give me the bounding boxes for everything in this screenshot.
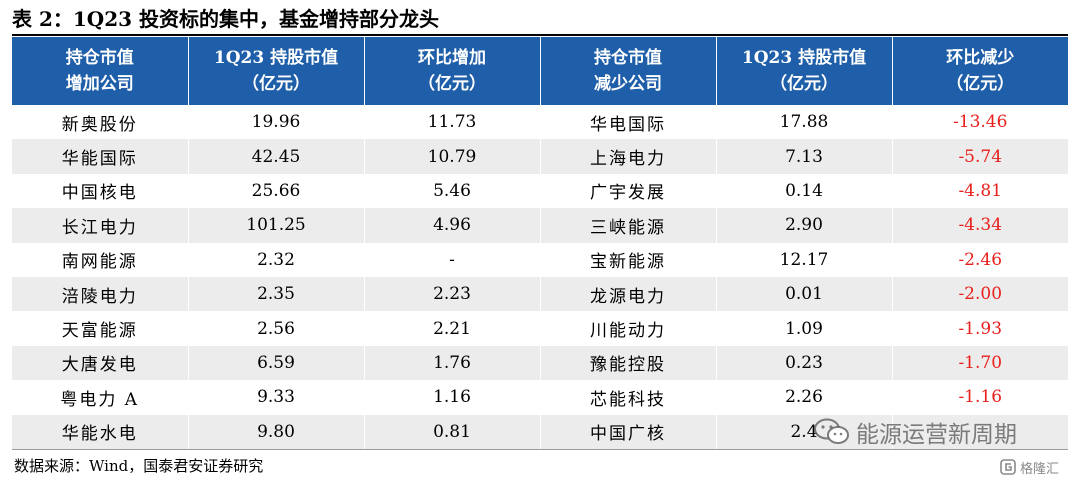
table-row: 中国核电 25.66 5.46 广宇发展 0.14 -4.81 [12, 174, 1068, 208]
inc-value-cell: 2.35 [188, 277, 364, 311]
dec-value-cell: 7.13 [716, 139, 892, 173]
gelonghui-logo-icon [1000, 459, 1016, 475]
title-rule [12, 34, 1068, 36]
dec-value-cell: 2.90 [716, 208, 892, 242]
inc-change-cell: 1.16 [364, 380, 540, 414]
table-title: 表 2：1Q23 投资标的集中，基金增持部分龙头 [12, 4, 439, 34]
wechat-icon [812, 417, 852, 447]
inc-value-cell: 6.59 [188, 346, 364, 380]
dec-change-cell: -4.34 [892, 208, 1068, 242]
dec-change-cell: -1.16 [892, 380, 1068, 414]
header-inc-value: 1Q23 持股市值 （亿元） [188, 37, 364, 105]
dec-company-cell: 华电国际 [540, 105, 716, 139]
dec-company-cell: 豫能控股 [540, 346, 716, 380]
watermark: 能源运营新周期 [812, 414, 1017, 450]
header-dec-company: 持仓市值 减少公司 [540, 37, 716, 105]
table-row: 粤电力 A 9.33 1.16 芯能科技 2.26 -1.16 [12, 380, 1068, 414]
dec-change-cell: -1.93 [892, 311, 1068, 345]
dec-company-cell: 上海电力 [540, 139, 716, 173]
dec-company-cell: 川能动力 [540, 311, 716, 345]
header-inc-change: 环比增加 （亿元） [364, 37, 540, 105]
inc-value-cell: 9.33 [188, 380, 364, 414]
dec-company-cell: 中国广核 [540, 415, 716, 449]
table-row: 涪陵电力 2.35 2.23 龙源电力 0.01 -2.00 [12, 277, 1068, 311]
dec-value-cell: 12.17 [716, 243, 892, 277]
dec-company-cell: 芯能科技 [540, 380, 716, 414]
table-row: 天富能源 2.56 2.21 川能动力 1.09 -1.93 [12, 311, 1068, 345]
dec-change-cell: -1.70 [892, 346, 1068, 380]
table-header-row: 持仓市值 增加公司 1Q23 持股市值 （亿元） 环比增加 （亿元） 持仓市值 减少公司… [12, 37, 1068, 105]
header-dec-change: 环比减少 （亿元） [892, 37, 1068, 105]
inc-company-cell: 涪陵电力 [12, 277, 188, 311]
inc-value-cell: 101.25 [188, 208, 364, 242]
inc-company-cell: 新奥股份 [12, 105, 188, 139]
inc-change-cell: 10.79 [364, 139, 540, 173]
inc-company-cell: 中国核电 [12, 174, 188, 208]
inc-company-cell: 华能水电 [12, 415, 188, 449]
source-note: 数据来源：Wind，国泰君安证券研究 [14, 455, 263, 477]
dec-value-cell: 0.14 [716, 174, 892, 208]
inc-change-cell: 11.73 [364, 105, 540, 139]
table-row: 新奥股份 19.96 11.73 华电国际 17.88 -13.46 [12, 105, 1068, 139]
dec-value-cell: 0.01 [716, 277, 892, 311]
dec-company-cell: 宝新能源 [540, 243, 716, 277]
inc-change-cell: 1.76 [364, 346, 540, 380]
dec-value-cell: 0.23 [716, 346, 892, 380]
dec-change-cell: -4.81 [892, 174, 1068, 208]
table-row: 大唐发电 6.59 1.76 豫能控股 0.23 -1.70 [12, 346, 1068, 380]
inc-change-cell: 2.21 [364, 311, 540, 345]
table-body: 新奥股份 19.96 11.73 华电国际 17.88 -13.46 华能国际 42.45 10… [12, 105, 1068, 449]
dec-company-cell: 龙源电力 [540, 277, 716, 311]
inc-value-cell: 2.32 [188, 243, 364, 277]
inc-change-cell: 2.23 [364, 277, 540, 311]
header-inc-company: 持仓市值 增加公司 [12, 37, 188, 105]
table-row: 南网能源 2.32- 宝新能源 12.17 -2.46 [12, 243, 1068, 277]
inc-value-cell: 2.56 [188, 311, 364, 345]
inc-value-cell: 9.80 [188, 415, 364, 449]
dec-change-cell: -13.46 [892, 105, 1068, 139]
inc-value-cell: 25.66 [188, 174, 364, 208]
inc-change-cell: 0.81 [364, 415, 540, 449]
inc-change-cell: 5.46 [364, 174, 540, 208]
dec-value-cell: 2.26 [716, 380, 892, 414]
dec-value-cell: 1.09 [716, 311, 892, 345]
table-row: 华能国际 42.45 10.79 上海电力 7.13 -5.74 [12, 139, 1068, 173]
dec-company-cell: 广宇发展 [540, 174, 716, 208]
inc-company-cell: 大唐发电 [12, 346, 188, 380]
brand-text: 格隆汇 [1020, 458, 1059, 477]
watermark-text: 能源运营新周期 [856, 415, 1017, 449]
inc-company-cell: 粤电力 A [12, 380, 188, 414]
inc-change-cell: - [364, 243, 540, 277]
holdings-table: 持仓市值 增加公司 1Q23 持股市值 （亿元） 环比增加 （亿元） 持仓市值 减少公司… [12, 37, 1068, 449]
inc-company-cell: 南网能源 [12, 243, 188, 277]
inc-company-cell: 长江电力 [12, 208, 188, 242]
inc-change-cell: 4.96 [364, 208, 540, 242]
inc-company-cell: 华能国际 [12, 139, 188, 173]
dec-change-cell: -5.74 [892, 139, 1068, 173]
dec-change-cell: -2.00 [892, 277, 1068, 311]
table-row: 长江电力 101.25 4.96 三峡能源 2.90 -4.34 [12, 208, 1068, 242]
inc-company-cell: 天富能源 [12, 311, 188, 345]
dec-company-cell: 三峡能源 [540, 208, 716, 242]
dec-value-cell: 17.88 [716, 105, 892, 139]
inc-value-cell: 19.96 [188, 105, 364, 139]
header-dec-value: 1Q23 持股市值 （亿元） [716, 37, 892, 105]
dec-change-cell: -2.46 [892, 243, 1068, 277]
inc-value-cell: 42.45 [188, 139, 364, 173]
brand-mark: 格隆汇 [1000, 457, 1059, 477]
